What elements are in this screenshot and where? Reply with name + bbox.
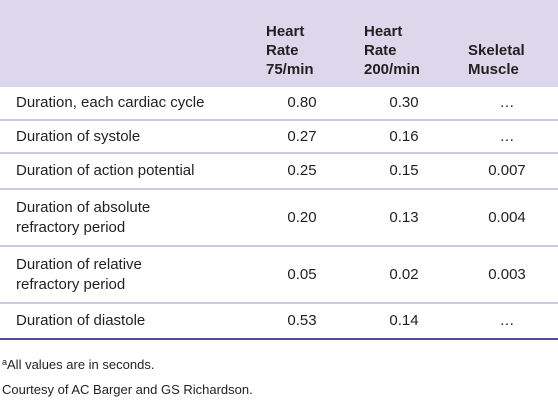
row-label-text: Duration of relative refractory period — [16, 255, 142, 293]
header-text: Heart Rate 200/min — [364, 23, 420, 78]
row-label: Duration of relative refractory period — [0, 246, 252, 303]
cell-value: … — [499, 127, 515, 145]
row-label-text: Duration of diastole — [16, 312, 146, 329]
credit: Courtesy of AC Barger and GS Richardson. — [2, 382, 253, 397]
table-row: Duration of systole 0.27 0.16 … — [0, 120, 558, 153]
table-row: Duration of action potential 0.25 0.15 0.00… — [0, 153, 558, 189]
cell-value: 0.80 — [287, 94, 317, 111]
header-text: Heart Rate 75/min — [266, 23, 314, 78]
table-row: Duration, each cardiac cycle 0.80 0.30 … — [0, 87, 558, 120]
cell-value: 0.004 — [488, 208, 526, 226]
row-label: Duration of systole — [0, 120, 252, 153]
header-cell — [0, 0, 252, 87]
row-label-text: Duration of systole — [16, 127, 141, 145]
row-label-text: Duration of absolute refractory period — [16, 198, 151, 236]
footnote-text: All values are in seconds. — [7, 357, 155, 372]
cell-value: … — [499, 94, 515, 111]
footnote-mark: a — [2, 357, 8, 367]
table-row: Duration of absolute refractory period 0.… — [0, 189, 558, 246]
cell-value: 0.15 — [389, 162, 419, 179]
cell-value: 0.53 — [287, 312, 317, 329]
row-label: Duration of diastole — [0, 303, 252, 339]
cell-value: 0.14 — [389, 312, 419, 329]
row-label-text: Duration, each cardiac cycle — [16, 94, 205, 111]
cell-value: 0.13 — [389, 208, 419, 226]
footnote: aAll values are in seconds. — [2, 350, 558, 377]
row-label-text: Duration of action potential — [16, 162, 195, 179]
cell-value: … — [499, 312, 515, 329]
cell-value: 0.27 — [287, 127, 317, 145]
cell-value: 0.25 — [287, 162, 317, 179]
row-label: Duration, each cardiac cycle — [0, 87, 252, 120]
table-row: Duration of relative refractory period 0.… — [0, 246, 558, 303]
header-text: Skeletal Muscle — [468, 42, 525, 78]
header-cell: Heart Rate 200/min — [352, 0, 456, 87]
header-cell: Skeletal Muscle — [456, 0, 558, 87]
row-label: Duration of action potential — [0, 153, 252, 189]
footnotes: aAll values are in seconds. Courtesy of … — [0, 350, 558, 402]
row-label: Duration of absolute refractory period — [0, 189, 252, 246]
table-row: Duration of diastole 0.53 0.14 … — [0, 303, 558, 339]
header-cell: Heart Rate 75/min — [252, 0, 352, 87]
cell-value: 0.16 — [389, 127, 419, 145]
data-table: Heart Rate 75/min Heart Rate 200/min Ske… — [0, 0, 558, 339]
cell-value: 0.003 — [488, 265, 526, 283]
cell-value: 0.20 — [287, 208, 317, 226]
cell-value: 0.007 — [488, 162, 526, 179]
cell-value: 0.30 — [389, 94, 419, 111]
cell-value: 0.05 — [287, 265, 317, 283]
header-row: Heart Rate 75/min Heart Rate 200/min Ske… — [0, 0, 558, 87]
cell-value: 0.02 — [389, 265, 419, 283]
